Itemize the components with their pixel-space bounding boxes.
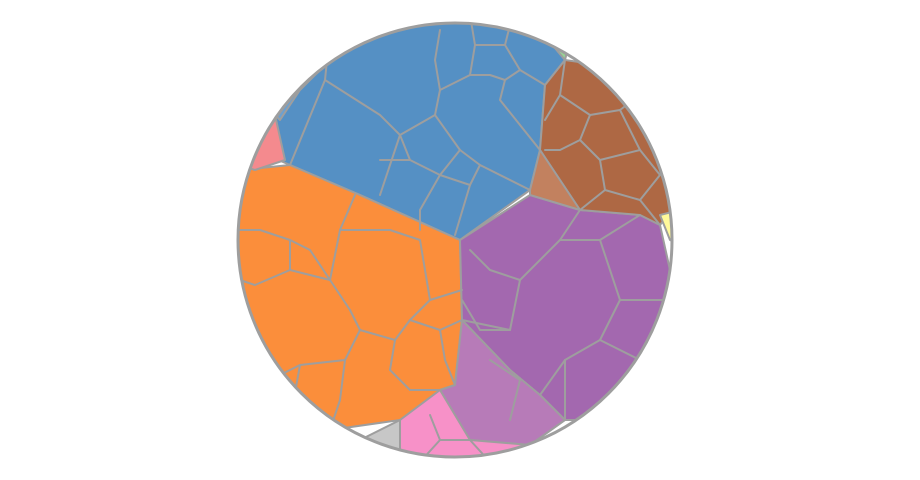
subdivision-lines [239, 23, 671, 457]
cell-grey-region[interactable] [359, 419, 401, 462]
cell-yellow-region[interactable] [659, 209, 680, 246]
treemap-boundary [236, 21, 674, 459]
cell-tan-region[interactable] [529, 149, 581, 211]
treemap-cells [238, 23, 680, 462]
